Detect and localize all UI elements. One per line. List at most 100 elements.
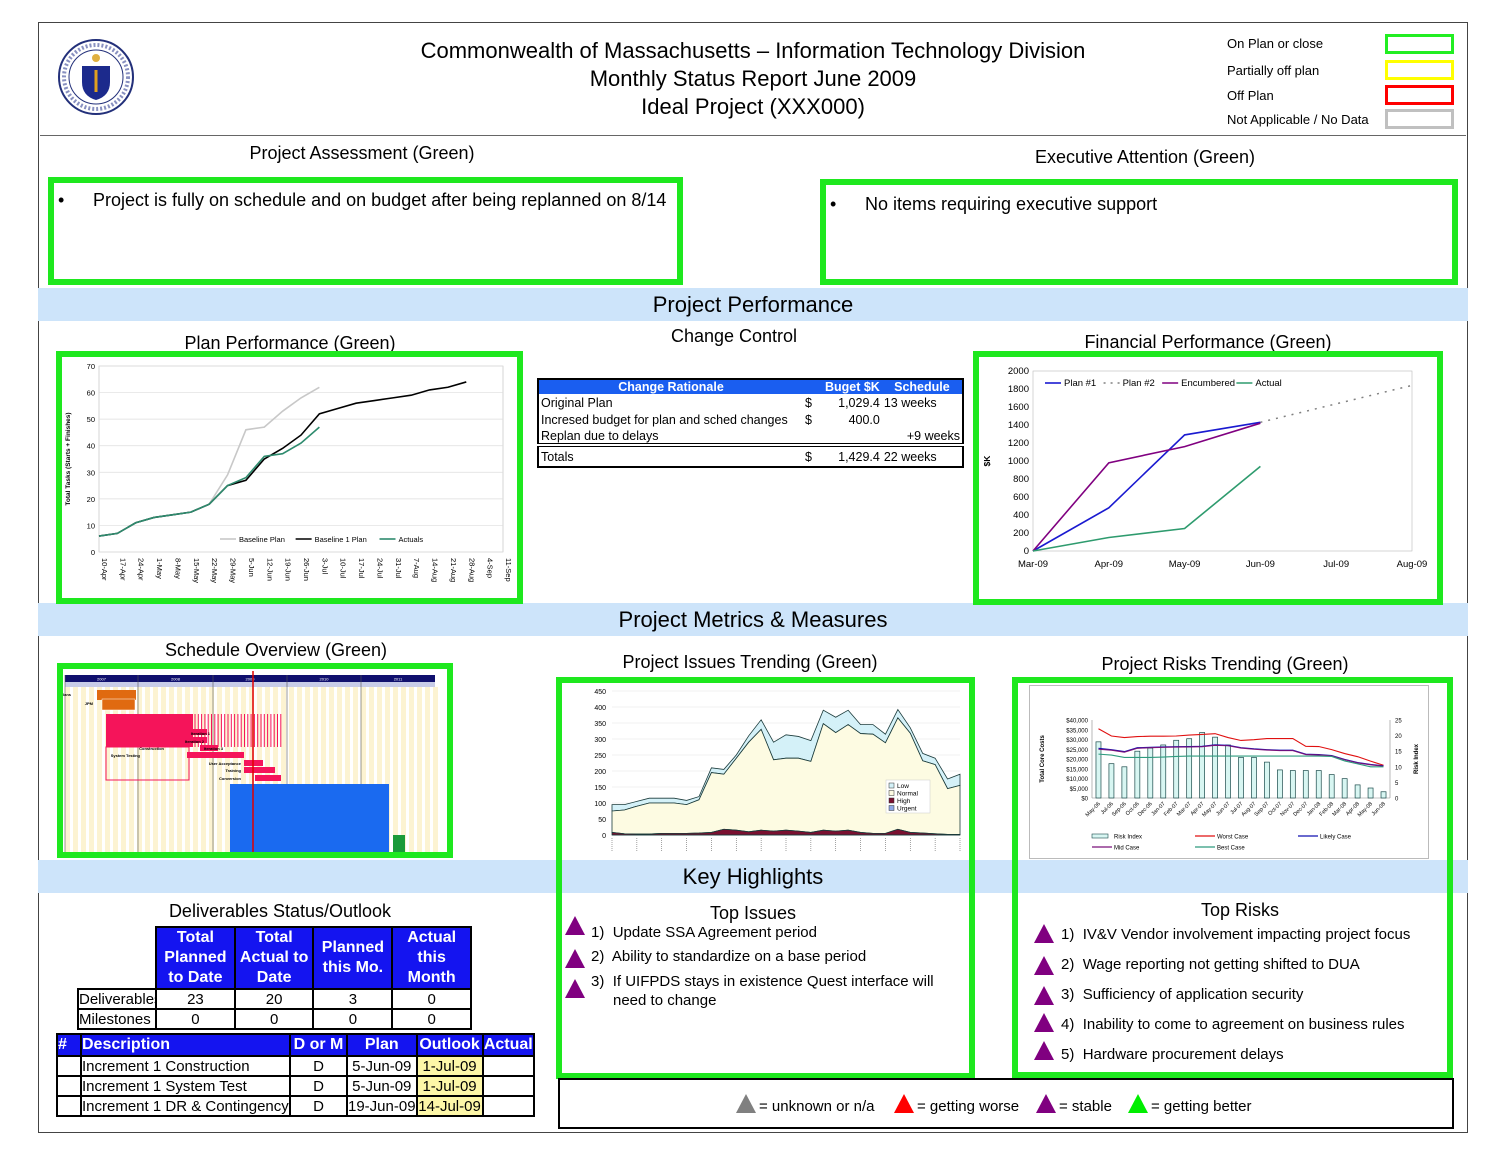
legend-swatch — [888, 790, 895, 796]
col-planned-month: Planned this Mo. — [312, 926, 394, 990]
y-tick-label: $15,000 — [1066, 767, 1088, 773]
y-tick-label: $40,000 — [1066, 719, 1088, 725]
x-tick-label: Jun-09 — [1246, 559, 1275, 570]
issues-trending-title: Project Issues Trending (Green) — [622, 652, 878, 672]
gantt-year-label: 2010 — [320, 677, 330, 682]
cell-rationale: Replan due to delays — [541, 428, 659, 443]
y-tick-label: $0 — [1081, 797, 1088, 803]
cell: 0 — [155, 1008, 236, 1030]
legend-partial-label: Partially off plan — [1227, 63, 1320, 78]
risk-item: 2) Wage reporting not getting shifted to… — [1061, 956, 1360, 973]
risk-item: 4) Inability to come to agreement on bus… — [1061, 1016, 1405, 1033]
legend-label: Risk Index — [1114, 835, 1142, 841]
issues-box — [556, 677, 975, 1079]
gantt-stripe — [385, 687, 390, 852]
milestones-table: # Description D or M Plan Outlook Actual Incr… — [56, 1033, 536, 1117]
report-subtitle: Monthly Status Report June 2009 — [589, 66, 917, 91]
gantt-stripe — [353, 687, 358, 852]
risk-index-bar — [1264, 761, 1270, 799]
x-tick-label: 11-Sep — [504, 558, 513, 582]
legend-label: Baseline 1 Plan — [315, 535, 367, 544]
x-tick-label: 17-Apr — [118, 558, 127, 581]
gantt-stripe — [425, 687, 430, 852]
col-actual: Actual — [481, 1033, 536, 1057]
cell-currency — [803, 428, 818, 445]
legend-off-plan-label: Off Plan — [1227, 88, 1274, 103]
gantt-stripe — [377, 687, 382, 852]
legend-label: Urgent — [897, 806, 917, 813]
y-axis-label: $K — [982, 455, 992, 467]
legend-swatch — [888, 782, 895, 789]
col-actual-month: Actual this Month — [391, 926, 472, 990]
gantt-task-bar — [244, 767, 275, 773]
col-budget: Buget $K — [803, 379, 882, 394]
legend-stable-label: = stable — [1059, 1098, 1112, 1115]
x-tick-label: Apr-09 — [1095, 559, 1124, 570]
x-tick-label: 4-Sep — [486, 558, 495, 578]
y2-tick-label: 15 — [1395, 750, 1402, 756]
y-tick-label: 1000 — [1008, 456, 1029, 467]
cell: 0 — [391, 1008, 472, 1030]
legend-swatch — [1091, 833, 1109, 839]
issue-item: 2) Ability to standardize on a base peri… — [591, 948, 867, 965]
gantt-stripe — [273, 687, 278, 852]
y-tick-label: 250 — [594, 753, 606, 760]
y-tick-label: 100 — [594, 801, 606, 808]
y-tick-label: 400 — [594, 705, 606, 712]
risk-index-bar — [1302, 770, 1309, 799]
cell-num — [56, 1055, 82, 1077]
gantt-year-label: 2007 — [97, 677, 107, 682]
y-tick-label: 70 — [87, 362, 95, 371]
gantt-stripe — [225, 687, 230, 852]
table-row: Original Plan $1,029.4 13 weeks — [538, 394, 963, 411]
gantt-milestone-marker — [393, 835, 405, 852]
col-num: # — [56, 1033, 82, 1057]
cell-budget: 400.0 — [848, 412, 880, 427]
y-tick-label: 200 — [594, 769, 606, 776]
risk-index-bar — [1277, 769, 1283, 799]
cell: 3 — [312, 988, 394, 1010]
table-row: Milestones 0 0 0 0 — [77, 1008, 472, 1030]
schedule-overview-box — [57, 663, 453, 858]
legend-swatch — [888, 805, 895, 811]
financial-performance-title: Financial Performance (Green) — [1084, 332, 1332, 352]
y-tick-label: 450 — [594, 689, 606, 696]
gantt-stripe — [289, 687, 294, 852]
col-total-actual: Total Actual to Date — [233, 926, 315, 990]
cell-rationale: Incresed budget for plan and sched chang… — [541, 412, 788, 427]
x-tick-label: 29-May — [229, 558, 238, 583]
gantt-stripe — [305, 687, 310, 852]
y-tick-label: 800 — [1013, 474, 1029, 485]
change-control-title: Change Control — [670, 326, 798, 346]
gantt-stripe — [401, 687, 406, 852]
table-row: Deliverables 23 20 3 0 — [77, 988, 472, 1010]
x-tick-label: 24-Jul — [375, 558, 384, 579]
bullet-icon: • — [830, 194, 837, 214]
cell: 0 — [233, 1008, 315, 1030]
risk-index-bar — [1134, 750, 1141, 799]
legend-better-label: = getting better — [1151, 1098, 1252, 1115]
y-tick-label: 0 — [1024, 546, 1029, 557]
gantt-stripe — [281, 687, 286, 852]
gantt-task-label: Iteration 3 — [204, 746, 224, 751]
gantt-outline — [105, 746, 190, 781]
massachusetts-seal-logo — [58, 39, 134, 115]
gantt-stripe — [233, 687, 238, 852]
gantt-stripe — [193, 687, 198, 852]
gantt-bar-plans — [97, 690, 136, 700]
risk-index-bar — [1095, 741, 1102, 799]
gantt-stripe — [217, 687, 222, 852]
legend-label: Actuals — [399, 535, 424, 544]
gantt-task-bar — [200, 745, 218, 751]
gantt-stripe — [345, 687, 350, 852]
series-line-worst-case — [1098, 728, 1384, 766]
risk-index-bar — [1315, 770, 1322, 799]
x-tick-label: 10-Jul — [339, 558, 348, 579]
series-line-mid-case — [1098, 744, 1384, 767]
col-plan: Plan — [346, 1033, 418, 1057]
y-tick-label: 0 — [602, 833, 606, 840]
cell-currency: $ — [805, 395, 812, 410]
x-tick-label: 1-May — [155, 558, 164, 579]
legend-label: Encumbered — [1181, 378, 1235, 389]
y-tick-label: 1800 — [1008, 384, 1029, 395]
